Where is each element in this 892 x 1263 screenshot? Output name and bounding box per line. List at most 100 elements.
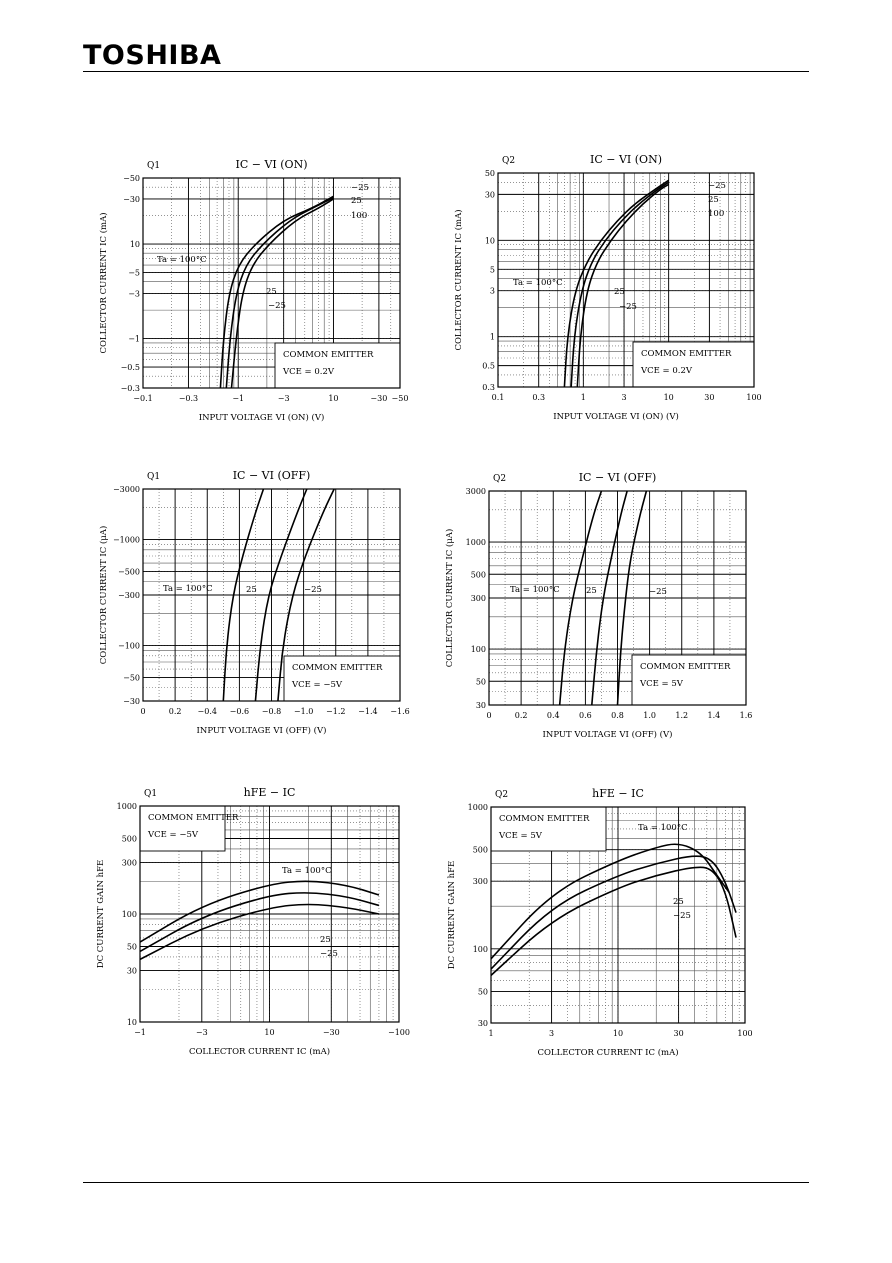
curve-label: 25 — [246, 585, 257, 595]
curve-label: 25 — [673, 897, 684, 907]
series-line-1 — [591, 490, 628, 706]
series-line-1 — [139, 892, 380, 953]
series-line-1 — [490, 855, 737, 970]
curve-label: −25 — [268, 301, 286, 311]
y-tick-label: 10 — [127, 1018, 137, 1027]
y-axis-label: COLLECTOR CURRENT IC (μA) — [98, 526, 109, 665]
y-tick-label: −50 — [123, 174, 140, 183]
annotation-text: COMMON EMITTER — [499, 814, 590, 824]
curve-label: 100 — [351, 211, 367, 221]
curve-label: 100 — [708, 209, 724, 219]
y-tick-label: −50 — [123, 673, 140, 682]
x-axis-label: COLLECTOR CURRENT IC (mA) — [537, 1047, 678, 1058]
y-tick-label: 100 — [473, 945, 488, 954]
x-tick-label: −1 — [134, 1028, 146, 1037]
y-tick-label: −0.3 — [121, 384, 140, 393]
x-tick-label: −1.2 — [326, 707, 345, 716]
header-rule — [83, 71, 809, 72]
x-tick-label: 30 — [674, 1029, 684, 1038]
y-tick-label: 30 — [478, 1019, 488, 1028]
annotation-text: COMMON EMITTER — [640, 662, 731, 672]
curve-label: 25 — [266, 287, 277, 297]
annotation-text: VCE = 5V — [498, 831, 543, 841]
y-tick-label: −1 — [128, 335, 140, 344]
x-axis-label: INPUT VOLTAGE VI (OFF) (V) — [543, 729, 673, 740]
x-tick-label: 1.4 — [708, 711, 721, 720]
curve-label: −25 — [320, 949, 338, 959]
y-tick-label: 0.3 — [482, 383, 495, 392]
y-axis-label: DC CURRENT GAIN hFE — [96, 860, 106, 969]
x-tick-label: 10 — [664, 393, 674, 402]
plot-frame — [142, 177, 401, 389]
y-tick-label: 500 — [471, 570, 486, 579]
x-tick-label: −50 — [392, 394, 409, 403]
x-tick-label: −0.8 — [262, 707, 281, 716]
x-tick-label: −1.6 — [390, 707, 409, 716]
curve-label: Ta = 100°C — [638, 823, 688, 833]
curve-label: 25 — [351, 196, 362, 206]
x-axis-label: INPUT VOLTAGE VI (ON) (V) — [553, 411, 679, 422]
x-tick-label: 0.4 — [547, 711, 560, 720]
x-tick-label: 1.2 — [675, 711, 688, 720]
y-tick-label: 1 — [490, 333, 495, 342]
series-line-2 — [576, 183, 670, 388]
y-tick-label: −1000 — [113, 536, 140, 545]
series-line-2 — [616, 490, 648, 706]
curve-label: Ta = 100°C — [510, 585, 560, 595]
x-tick-label: 10 — [613, 1029, 623, 1038]
series-line-2 — [139, 903, 380, 961]
y-tick-label: −300 — [118, 591, 140, 600]
chart-title: hFE − IC — [244, 786, 296, 799]
y-tick-label: 1000 — [117, 802, 137, 811]
x-tick-label: −1 — [232, 394, 244, 403]
annotation-text: VCE = −5V — [291, 680, 343, 690]
series-line-0 — [490, 843, 730, 960]
x-tick-label: −3 — [278, 394, 290, 403]
chart-title: IC − VI (OFF) — [233, 469, 311, 482]
y-tick-label: −500 — [118, 567, 140, 576]
y-tick-label: 300 — [471, 594, 486, 603]
panel-label: Q2 — [502, 156, 515, 166]
panel-label: Q1 — [147, 472, 160, 482]
x-tick-label: 10 — [264, 1028, 274, 1037]
brand-logo: TOSHIBA — [83, 40, 222, 71]
chart-title: IC − VI (ON) — [236, 158, 308, 171]
curve-label: Ta = 100°C — [157, 255, 207, 265]
y-tick-label: 100 — [471, 645, 486, 654]
annotation-text: COMMON EMITTER — [283, 350, 374, 360]
series-line-1 — [254, 488, 308, 702]
x-tick-label: 1.0 — [643, 711, 656, 720]
y-tick-label: 50 — [127, 943, 137, 952]
y-tick-label: 100 — [122, 910, 137, 919]
curve-label: 25 — [320, 935, 331, 945]
x-axis-label: COLLECTOR CURRENT IC (mA) — [189, 1046, 330, 1057]
x-tick-label: −30 — [323, 1028, 340, 1037]
y-tick-label: −100 — [118, 642, 140, 651]
annotation-text: VCE = 5V — [639, 679, 684, 689]
y-tick-label: −0.5 — [121, 363, 140, 372]
annotation-box — [632, 341, 755, 388]
x-tick-label: −0.6 — [230, 707, 249, 716]
curve-label: Ta = 100°C — [513, 278, 563, 288]
y-tick-label: −30 — [123, 195, 140, 204]
y-tick-label: 1000 — [466, 538, 486, 547]
panel-label: Q1 — [147, 161, 160, 171]
annotation-box — [490, 806, 607, 852]
x-tick-label: −3 — [196, 1028, 208, 1037]
annotation-box — [274, 342, 401, 389]
y-axis-label: COLLECTOR CURRENT IC (mA) — [98, 212, 109, 353]
curve-label: −25 — [708, 181, 726, 191]
series-line-0 — [219, 195, 334, 389]
plot-frame — [497, 172, 755, 388]
x-tick-label: 1 — [488, 1029, 493, 1038]
annotation-text: VCE = 0.2V — [282, 367, 335, 377]
x-tick-label: 1.6 — [740, 711, 753, 720]
y-axis-label: COLLECTOR CURRENT IC (mA) — [453, 209, 464, 350]
x-tick-label: 0.2 — [515, 711, 528, 720]
x-tick-label: −30 — [370, 394, 387, 403]
y-tick-label: 5 — [490, 265, 495, 274]
x-tick-label: 30 — [704, 393, 714, 402]
y-tick-label: 300 — [473, 877, 488, 886]
